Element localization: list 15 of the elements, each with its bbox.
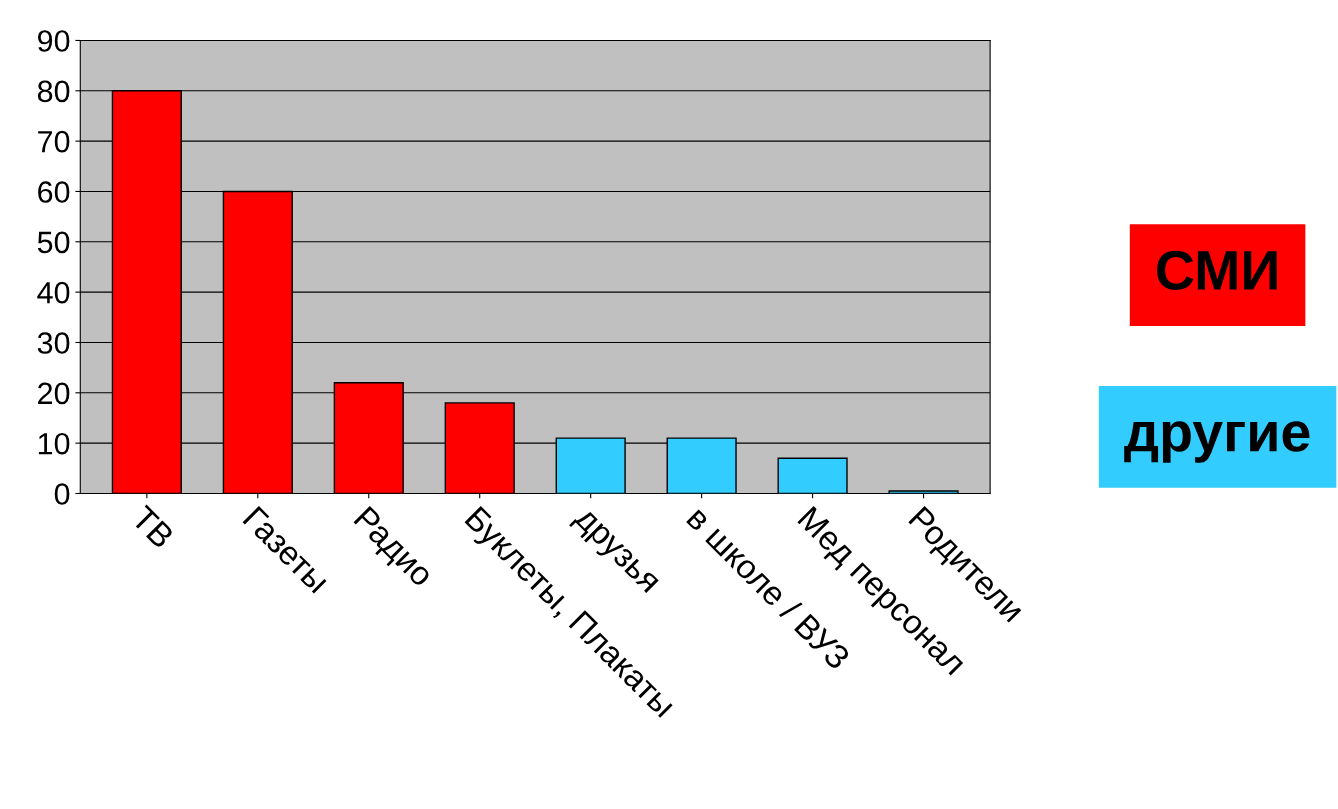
y-tick-label: 40	[37, 281, 70, 304]
y-tick-label: 50	[37, 231, 70, 254]
y-tick-label: 30	[37, 332, 70, 354]
y-tick-label: 0	[54, 483, 70, 505]
text: СМИ	[1157, 250, 1277, 290]
y-tick-label: 70	[38, 130, 70, 153]
bar	[777, 457, 848, 494]
y-tick-label: 60	[38, 181, 70, 203]
y-tick-label: 20	[38, 382, 70, 405]
y-tick-label: 80	[37, 80, 70, 103]
text: другие	[1124, 421, 1310, 463]
y-tick-label: 10	[38, 432, 70, 455]
x-tick-label: ТВ	[130, 504, 175, 550]
y-tick-label: 90	[38, 30, 70, 52]
bar	[888, 490, 959, 494]
